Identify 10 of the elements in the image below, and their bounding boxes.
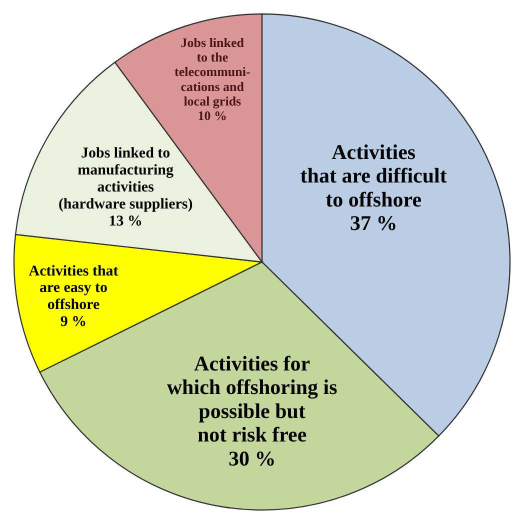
data-label: 37 % xyxy=(350,211,398,236)
slice-label: Activities that are difficult to offshore xyxy=(300,140,447,212)
slice-label: Jobs linked to the telecommuni- cations and local grids xyxy=(174,34,250,108)
slice-label: Jobs linked to manufacturing activities (hardware suppliers) xyxy=(58,146,193,213)
data-label: 13 % xyxy=(108,214,142,230)
data-label: 9 % xyxy=(60,314,87,330)
slice-label: Activities for which offshoring is possible but not risk free xyxy=(166,351,338,447)
data-label: 30 % xyxy=(228,446,276,470)
slice-label: Activities that are easy to offshore xyxy=(28,263,118,314)
data-label: 10 % xyxy=(198,108,228,123)
